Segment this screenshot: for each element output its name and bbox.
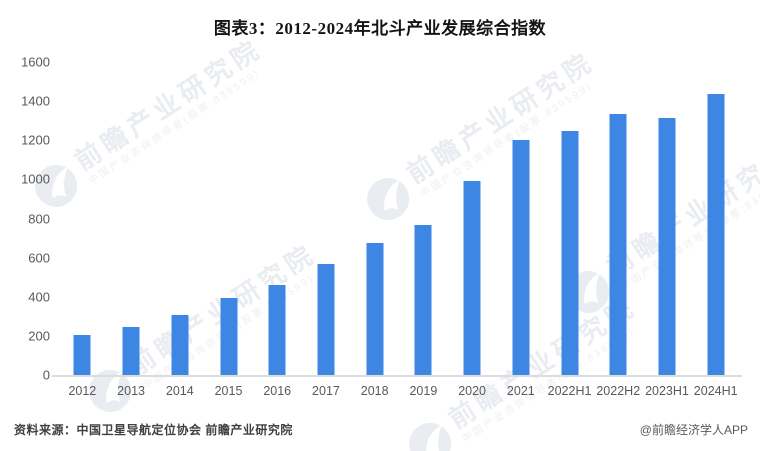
bar-column <box>691 62 740 375</box>
y-tick-label: 400 <box>28 289 50 305</box>
bar-column <box>107 62 156 375</box>
x-tick-label: 2014 <box>165 384 194 398</box>
x-tick-label: 2022H2 <box>596 384 641 398</box>
credit-text: @前瞻经济学人APP <box>639 423 748 437</box>
x-tick-label: 2016 <box>263 384 292 398</box>
y-tick-label: 1600 <box>21 54 50 70</box>
x-tick-label: 2013 <box>117 384 145 398</box>
x-tick-label: 2015 <box>214 384 243 398</box>
bar-2023H1 <box>658 117 676 375</box>
bar-column <box>58 62 107 375</box>
bar-2015 <box>220 297 238 375</box>
bar-2016 <box>268 285 286 375</box>
x-tick-label: 2019 <box>409 384 438 398</box>
bar-column <box>350 62 399 375</box>
bar-2014 <box>171 315 189 375</box>
y-tick-label: 1200 <box>21 132 50 148</box>
bar-column <box>399 62 448 375</box>
x-tick-label: 2012 <box>68 384 97 398</box>
bar-column <box>204 62 253 375</box>
bar-column <box>545 62 594 375</box>
bar-column <box>594 62 643 375</box>
bar-2021 <box>512 140 530 375</box>
data-source-text: 资料来源：中国卫星导航定位协会 前瞻产业研究院 <box>14 423 293 437</box>
bar-column <box>155 62 204 375</box>
bar-column <box>496 62 545 375</box>
x-tick-label: 2023H1 <box>645 384 689 398</box>
x-axis-labels: 2012 2013 2014 2015 2016 2017 2018 2019 2020 2021… <box>58 384 740 398</box>
bar-column <box>253 62 302 375</box>
bar-2018 <box>366 242 384 375</box>
y-tick-label: 600 <box>28 250 50 266</box>
x-axis-line <box>52 375 742 377</box>
y-tick-label: 1400 <box>21 93 50 109</box>
x-tick-label: 2024H1 <box>693 384 738 398</box>
bar-2020 <box>463 181 481 375</box>
x-tick-label: 2017 <box>312 384 340 398</box>
y-tick-label: 200 <box>28 328 50 344</box>
bar-2024H1 <box>707 94 725 375</box>
bar-2017 <box>317 264 335 375</box>
bar-2019 <box>414 225 432 375</box>
bar-column <box>643 62 692 375</box>
bar-2022H2 <box>609 114 627 375</box>
bar-2022H1 <box>561 130 579 375</box>
bar-column <box>448 62 497 375</box>
bar-column <box>302 62 351 375</box>
y-tick-label: 800 <box>28 211 50 226</box>
bar-2012 <box>73 334 91 375</box>
y-tick-label: 1000 <box>21 171 50 187</box>
x-tick-label: 2018 <box>360 384 389 398</box>
x-tick-label: 2020 <box>458 384 487 398</box>
bar-2013 <box>122 326 140 375</box>
y-tick-label: 0 <box>42 367 50 383</box>
x-tick-label: 2021 <box>506 384 535 398</box>
bars-area <box>58 62 740 375</box>
footer: 资料来源：中国卫星导航定位协会 前瞻产业研究院 @前瞻经济学人APP <box>14 421 748 438</box>
chart-title: 图表3：2012-2024年北斗产业发展综合指数 <box>213 19 547 38</box>
x-tick-label: 2022H1 <box>547 384 592 398</box>
